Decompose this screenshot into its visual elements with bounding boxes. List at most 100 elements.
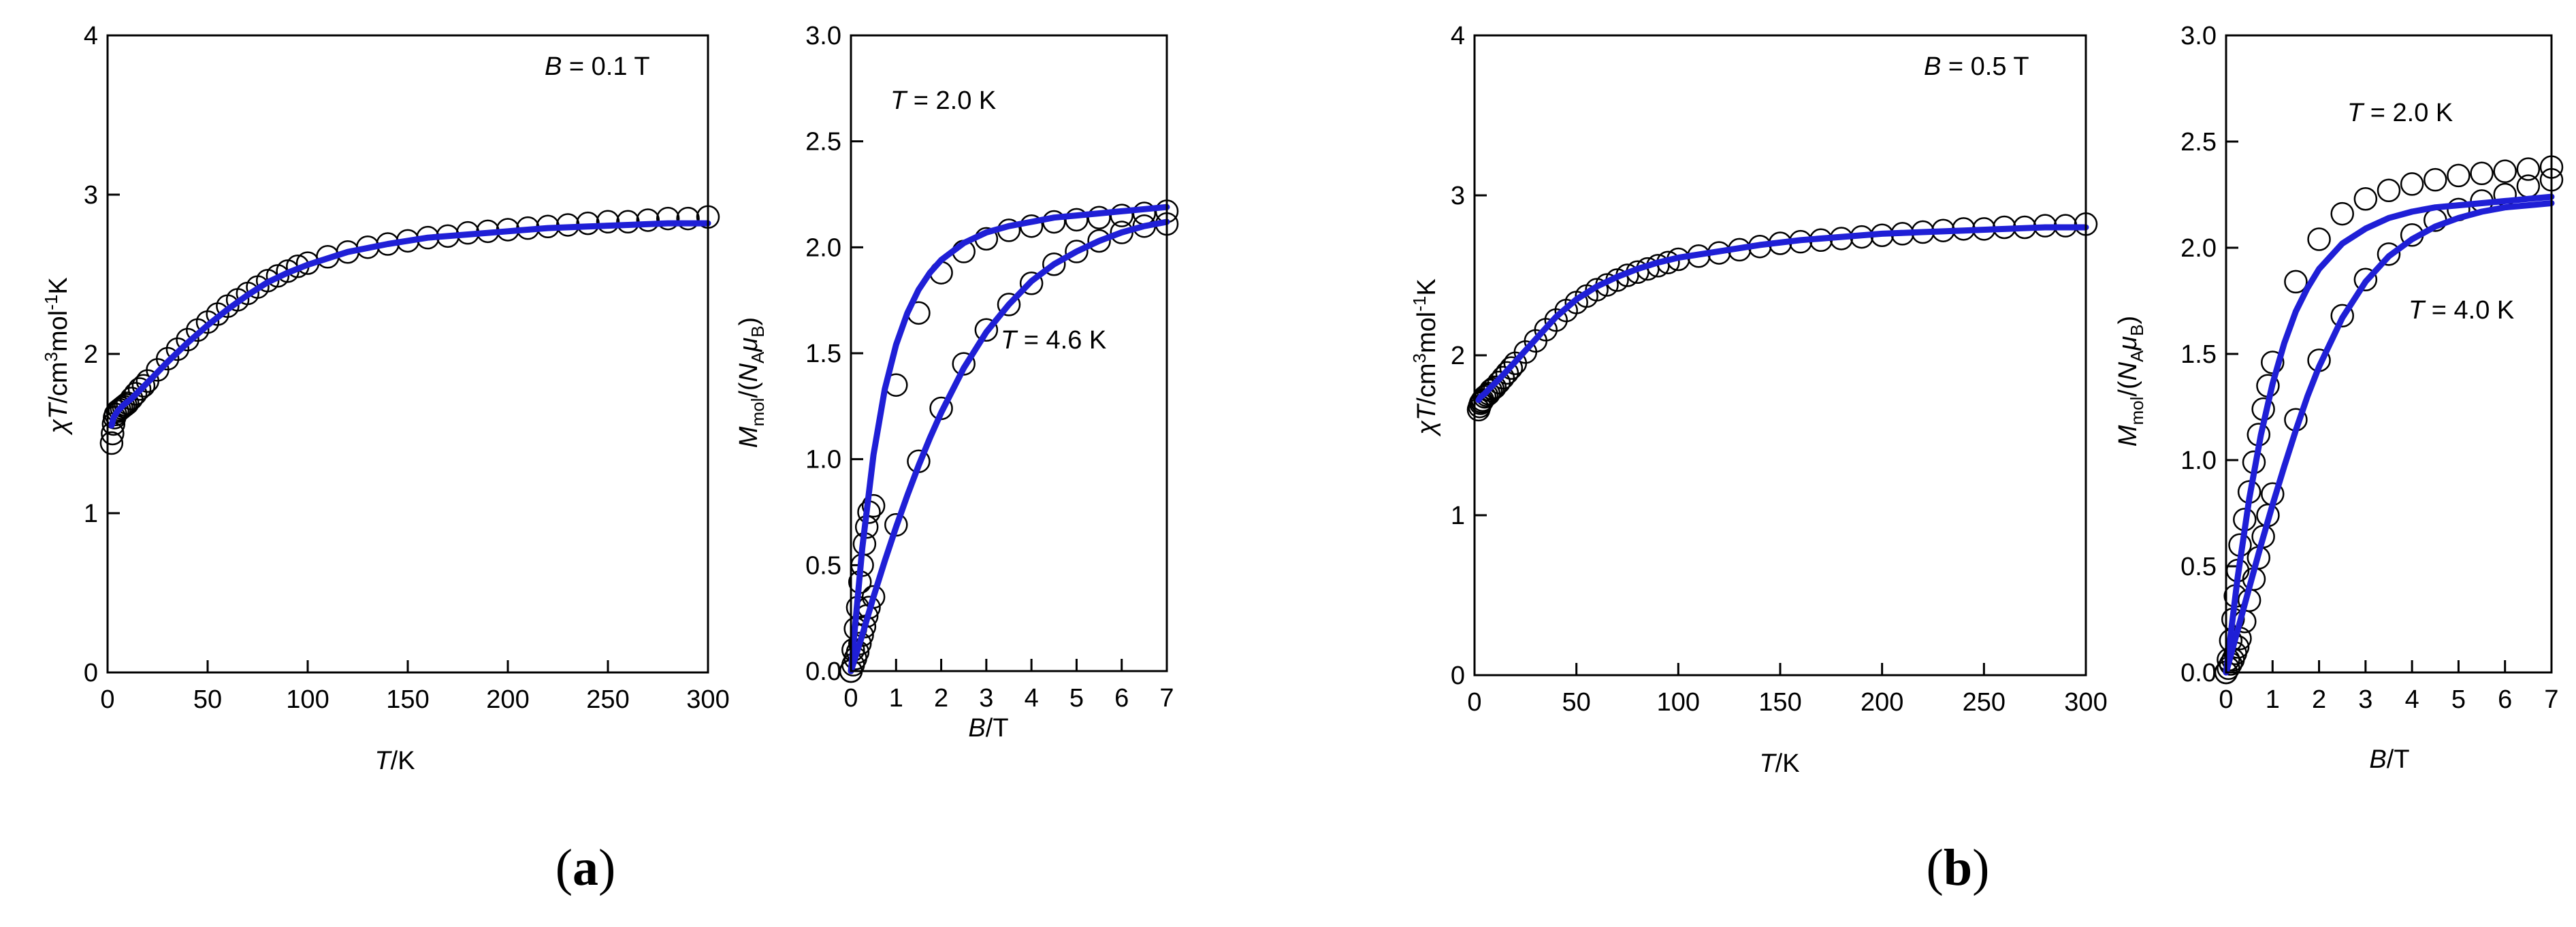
data-point (2377, 178, 2401, 203)
x-tick-label: 100 (1657, 688, 1700, 717)
x-tick-label: 50 (193, 685, 222, 714)
y-tick-label: 3 (1451, 182, 1465, 210)
data-point (2400, 172, 2424, 196)
y-tick-label: 1.5 (805, 340, 841, 368)
x-tick-label: 200 (1861, 688, 1903, 717)
x-tick-label: 5 (2451, 685, 2466, 714)
data-point (116, 391, 140, 415)
chart-a-magnetization-annotation-2k: T = 2.0 K (890, 86, 996, 115)
chart-b-chi-t-y-axis-title: χT/cm3mol-1K (1409, 278, 1441, 436)
data-point (861, 493, 886, 518)
data-point (2470, 161, 2494, 186)
y-tick-label: 2.0 (2180, 234, 2217, 263)
y-tick-label: 1.5 (2180, 340, 2217, 369)
chart-b-magnetization-plot-frame (2225, 34, 2553, 674)
chart-b-magnetization: 0 1 2 3 4 5 6 70.00.51.01.52.02.53.0 T = 2.0 K … (2114, 22, 2564, 774)
x-tick-label: 6 (1114, 684, 1129, 713)
x-tick-label: 250 (586, 685, 629, 714)
data-point (2516, 174, 2541, 198)
data-point (99, 431, 124, 455)
y-tick-label: 3.0 (805, 22, 841, 50)
chart-a-chi-t-x-axis-title: T/K (374, 747, 415, 775)
data-point (2424, 167, 2447, 192)
data-point (1483, 375, 1507, 400)
data-point (2377, 242, 2401, 266)
y-tick-label: 1.0 (2180, 446, 2217, 475)
data-point (1585, 278, 1609, 302)
data-point (2284, 270, 2308, 294)
fit-line (848, 218, 1170, 674)
data-point (127, 377, 152, 401)
data-point (123, 382, 148, 406)
data-point (1499, 356, 1524, 380)
x-tick-label: 300 (686, 685, 729, 714)
chart-b-magnetization-annotation-high-t: T = 4.0 K (2409, 296, 2514, 325)
data-point (2330, 201, 2354, 226)
chart-a-chi-t-plot-frame (106, 34, 709, 674)
data-point (2353, 267, 2378, 292)
fit-line (848, 204, 1170, 674)
data-point (1110, 204, 1133, 227)
chart-b-chi-t-ticks: 0 50 100 150 200 250 300 0 1 2 3 4 (1451, 22, 2108, 717)
chart-a-magnetization-ticks: 0 1 2 3 4 5 6 7 0.0 0.5 1.0 1.5 2.0 2.5 3.0 (805, 22, 1174, 713)
chart-a-magnetization-marks (839, 199, 1179, 683)
y-tick-label: 4 (84, 22, 98, 50)
data-point (1019, 272, 1044, 295)
y-tick-label: 3.0 (2180, 22, 2217, 50)
x-tick-label: 200 (486, 685, 529, 714)
x-tick-label: 3 (979, 684, 993, 713)
x-tick-label: 5 (1069, 684, 1084, 713)
x-tick-label: 1 (889, 684, 903, 713)
panel-label-a: (a) (556, 839, 616, 896)
x-tick-label: 2 (2312, 685, 2326, 714)
data-point (2493, 159, 2517, 183)
y-tick-label: 3 (84, 181, 98, 210)
data-point (120, 387, 144, 410)
x-tick-label: 150 (386, 685, 429, 714)
chart-a-magnetization-y-axis-title: Mmol/(NAμB) (735, 317, 768, 448)
chart-a-magnetization-annotation-high-t: T = 4.6 K (1001, 326, 1106, 355)
y-tick-label: 0.5 (805, 551, 841, 580)
data-point (1087, 229, 1111, 253)
fit-line (2223, 200, 2555, 676)
y-tick-label: 1 (1451, 502, 1465, 530)
fit-line (108, 220, 711, 429)
x-tick-label: 7 (1159, 684, 1174, 713)
data-point (656, 206, 680, 231)
y-tick-label: 2.5 (805, 128, 841, 157)
chart-b-magnetization-marks (2214, 155, 2564, 685)
x-tick-label: 300 (2064, 688, 2107, 717)
y-tick-label: 2 (84, 340, 98, 369)
chart-b-chi-t-x-axis-title: T/K (1759, 749, 1799, 778)
fit-line (2223, 193, 2555, 676)
x-tick-label: 0 (843, 684, 858, 713)
chart-a-chi-t: 0 50 100 150 200 250 300 0 1 2 3 4 B = 0.1 T T/K χT… (41, 22, 730, 775)
y-tick-label: 2.5 (2180, 128, 2217, 157)
x-tick-label: 1 (2266, 685, 2280, 714)
x-tick-label: 150 (1758, 688, 1801, 717)
chart-a-magnetization-x-axis-title: B/T (968, 714, 1008, 743)
x-tick-label: 4 (1025, 684, 1039, 713)
y-tick-label: 0.0 (805, 657, 841, 686)
data-point (861, 585, 886, 609)
chart-a-chi-t-annotation: B = 0.1 T (545, 52, 650, 81)
chart-b-magnetization-x-axis-title: B/T (2369, 745, 2409, 774)
chart-b-chi-t-annotation: B = 0.5 T (1924, 52, 2029, 81)
data-point (997, 293, 1021, 316)
chart-a-chi-t-y-axis-title: χT/cm3mol-1K (41, 277, 73, 435)
data-point (676, 206, 700, 231)
x-tick-label: 0 (100, 685, 114, 714)
x-tick-label: 0 (2219, 685, 2233, 714)
x-tick-label: 250 (1963, 688, 2006, 717)
chart-b-magnetization-y-axis-title: Mmol/(NAμB) (2114, 316, 2147, 446)
y-tick-label: 0 (84, 659, 98, 687)
x-tick-label: 7 (2544, 685, 2558, 714)
y-tick-label: 1.0 (805, 446, 841, 474)
data-point (131, 374, 156, 398)
x-tick-label: 2 (934, 684, 948, 713)
y-tick-label: 2.0 (805, 233, 841, 262)
y-tick-label: 2 (1451, 342, 1465, 370)
chart-b-chi-t-marks (1466, 212, 2098, 422)
panel-label-b: (b) (1927, 839, 1990, 896)
